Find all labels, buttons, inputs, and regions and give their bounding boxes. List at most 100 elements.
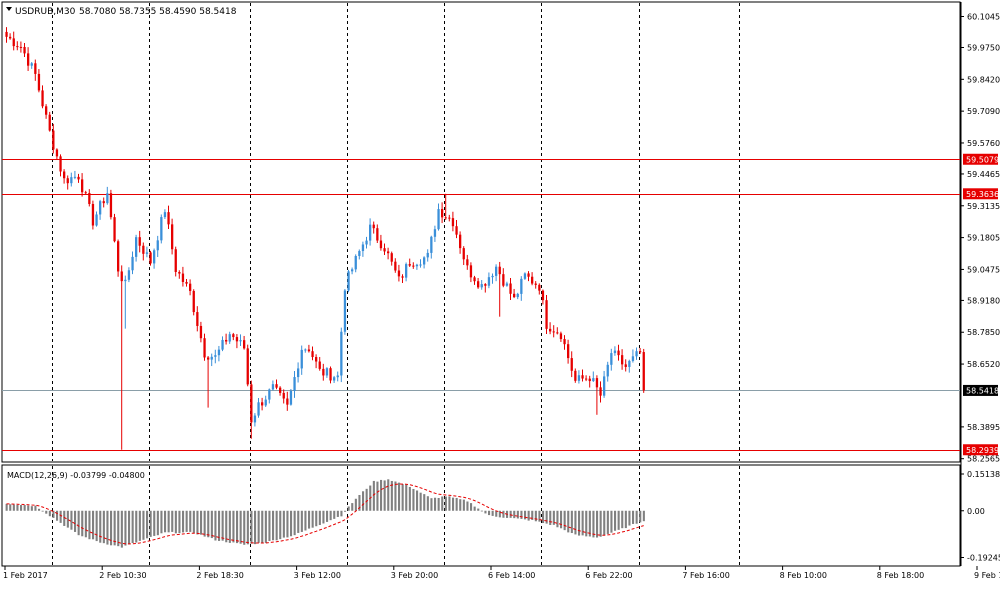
candle [153, 248, 156, 269]
candle-body [221, 339, 224, 350]
macd-bar [304, 510, 307, 531]
candle-body [268, 389, 271, 400]
macd-bar [63, 510, 66, 526]
macd-tick-label: 0.15138 [967, 470, 1000, 479]
candle [232, 332, 235, 341]
candle [181, 266, 185, 287]
macd-bar [182, 510, 185, 533]
time-tick-label: 3 Feb 20:00 [391, 571, 438, 580]
candle-body [495, 266, 498, 276]
candle-body [300, 349, 303, 369]
macd-bar [635, 510, 638, 524]
candle-body [171, 224, 174, 250]
candle-body [570, 358, 573, 371]
macd-bar [329, 510, 332, 521]
candle-body [153, 250, 156, 264]
macd-panel[interactable]: 0.15138 0.00 -0.19245 MACD(12,26,9) -0.037… [1, 464, 1000, 567]
candle [585, 375, 588, 382]
macd-bar [74, 510, 77, 532]
macd-bar [358, 494, 361, 511]
candle-body [264, 399, 267, 406]
candle [462, 246, 465, 266]
candle [311, 346, 314, 361]
candle-body [534, 283, 537, 285]
macd-bar [351, 503, 354, 511]
macd-bar [120, 510, 123, 548]
price-tick-label: 59.5760 [967, 139, 1000, 148]
macd-bar [344, 510, 347, 512]
candle [95, 211, 98, 227]
candle-body [145, 252, 149, 254]
candle-body [217, 349, 221, 356]
candle [430, 235, 433, 259]
candle [610, 348, 613, 371]
candle [379, 234, 383, 251]
price-panel[interactable]: 60.1045 59.9750 59.8420 59.7090 59.5760 59.44… [1, 1, 1000, 566]
candle [613, 346, 617, 356]
macd-bar [203, 510, 206, 537]
macd-bar [257, 510, 260, 543]
candle [351, 267, 354, 275]
candle [214, 349, 217, 364]
candle [106, 186, 109, 205]
macd-bar [524, 510, 527, 520]
candle-body [433, 229, 437, 237]
candle-body [426, 252, 429, 258]
horizontal-levels[interactable] [2, 159, 960, 451]
candle-body [459, 234, 462, 249]
macd-bar [246, 510, 249, 545]
candle [297, 362, 300, 383]
macd-bar [322, 510, 325, 524]
macd-bar [466, 501, 469, 511]
time-tick-label: 9 Feb 11:30 [974, 571, 1000, 580]
candle-body [163, 212, 167, 218]
candle [84, 190, 87, 195]
macd-bar [279, 510, 282, 540]
caret-down-icon[interactable] [6, 7, 12, 11]
candle [541, 289, 545, 305]
macd-bar [473, 506, 476, 511]
candle [466, 254, 469, 270]
candle-body [48, 114, 51, 131]
candle-body [102, 201, 105, 204]
candle-body [340, 331, 343, 376]
candle [275, 379, 278, 390]
macd-bar [228, 510, 231, 543]
candle [556, 327, 559, 335]
candle-body [66, 178, 69, 184]
macd-bar [99, 510, 102, 543]
price-axis: 60.1045 59.9750 59.8420 59.7090 59.5760 59.44… [960, 2, 1000, 566]
candle-body [239, 340, 242, 342]
candle-body [484, 284, 487, 286]
candle-body [621, 355, 624, 365]
candle-body [617, 350, 620, 356]
candle-body [106, 193, 109, 204]
level-tag-label: 59.3636 [966, 190, 999, 199]
macd-bar [502, 510, 505, 518]
macd-bar [448, 496, 451, 511]
macd-bar [261, 510, 264, 544]
time-tick-label: 2 Feb 18:30 [196, 571, 243, 580]
candle [192, 289, 195, 316]
candle-body [88, 192, 91, 204]
candle-body [131, 256, 134, 271]
candle-body [588, 378, 591, 382]
macd-bar [462, 499, 465, 511]
candle-body [261, 402, 264, 406]
candle [304, 348, 307, 353]
macd-label: MACD(12,26,9) -0.03799 -0.04800 [7, 471, 145, 480]
level-tag-label: 58.2939 [966, 446, 999, 455]
macd-bar [495, 510, 498, 517]
macd-bar [542, 510, 545, 524]
macd-bar [563, 510, 566, 531]
candlestick-series [5, 27, 645, 450]
candle [127, 267, 131, 283]
macd-bar [20, 505, 23, 511]
candle [45, 104, 48, 119]
candle [235, 334, 239, 349]
candle-body [624, 364, 627, 367]
macd-bar [264, 510, 267, 543]
candle [307, 344, 311, 353]
